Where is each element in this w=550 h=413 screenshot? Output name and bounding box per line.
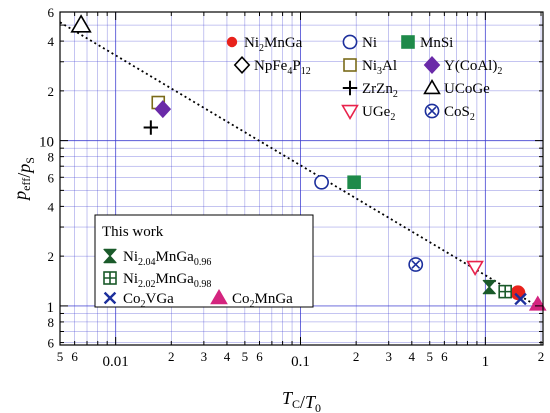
legend-label: Ni2MnGa xyxy=(244,35,303,54)
point-co2vga xyxy=(514,292,527,306)
x-major-tick-label: 0.1 xyxy=(291,354,310,370)
this-work-legend: This workNi2.04MnGa0.96Ni2.02MnGa0.98Co2… xyxy=(94,214,314,310)
legend-item-zrzn2: ZrZn2 xyxy=(342,80,398,100)
plot-frame xyxy=(59,11,544,346)
legend-label: NpFe4P12 xyxy=(254,58,311,77)
legend-item-y-coal-2: Y(CoAl)2 xyxy=(423,56,502,77)
legend-marker xyxy=(401,35,415,49)
legend-marker xyxy=(226,36,238,48)
legend-marker xyxy=(103,291,117,305)
x-minor-tick-label: 4 xyxy=(224,349,231,364)
x-axis-title: TC/T0 xyxy=(282,388,321,413)
point-ucoge xyxy=(70,14,92,33)
y-axis-title: peff/pS xyxy=(10,157,37,202)
x-minor-tick-label: 5 xyxy=(242,349,249,364)
legend-item-ni: Ni xyxy=(342,34,377,51)
point-mnsi xyxy=(347,175,361,190)
axis-titles: TC/T0 peff/pS xyxy=(10,157,321,413)
legend-label: ZrZn2 xyxy=(362,81,398,100)
y-minor-tick-label: 6 xyxy=(48,170,55,185)
legend-item-ni2mnga: Ni2MnGa xyxy=(226,35,303,54)
this-work-item-co2mnga: Co2MnGa xyxy=(210,288,293,310)
legend-label: UGe2 xyxy=(362,104,395,123)
y-minor-tick-label: 4 xyxy=(48,199,55,214)
x-minor-tick-label: 5 xyxy=(57,349,64,364)
point-cos2 xyxy=(408,257,424,272)
legend-marker xyxy=(103,248,117,264)
legend-marker xyxy=(342,34,358,50)
legend-marker xyxy=(210,288,228,305)
y-major-tick-label: 10 xyxy=(39,135,54,151)
x-minor-tick-label: 3 xyxy=(385,349,392,364)
x-minor-tick-label: 6 xyxy=(441,349,448,364)
legend-marker xyxy=(423,78,441,95)
data-points xyxy=(70,14,547,311)
point-zrzn2 xyxy=(143,120,159,135)
point-y-coal-2 xyxy=(154,100,172,119)
this-work-item-ni2-04mnga0-96: Ni2.04MnGa0.96 xyxy=(103,248,211,268)
legend-marker xyxy=(233,56,251,74)
y-minor-tick-label: 2 xyxy=(48,249,55,264)
y-major-tick-label: 1 xyxy=(47,300,55,316)
y-minor-tick-label: 6 xyxy=(48,5,55,20)
legend-item-npfe4p12: NpFe4P12 xyxy=(233,56,311,77)
legend-marker xyxy=(343,58,357,72)
legend-item-ni3al: Ni3Al xyxy=(343,58,397,77)
legend-label: Ni2.04MnGa0.96 xyxy=(123,249,211,268)
legend-label: Co2MnGa xyxy=(232,291,293,310)
y-minor-tick-label: 6 xyxy=(48,336,55,351)
legend-label: Ni2.02MnGa0.98 xyxy=(123,271,211,290)
this-work-title: This work xyxy=(102,224,164,240)
x-minor-tick-label: 2 xyxy=(538,349,545,364)
legend-label: MnSi xyxy=(420,35,453,51)
legend-label: CoS2 xyxy=(444,104,475,123)
legend-item-mnsi: MnSi xyxy=(401,35,453,51)
legend-marker xyxy=(103,271,117,285)
x-minor-tick-label: 6 xyxy=(71,349,78,364)
x-minor-tick-label: 4 xyxy=(409,349,416,364)
y-minor-tick-label: 2 xyxy=(48,84,55,99)
point-ni xyxy=(314,174,329,190)
point-co2mnga xyxy=(528,295,547,311)
this-work-item-ni2-02mnga0-98: Ni2.02MnGa0.98 xyxy=(103,271,211,290)
x-minor-tick-label: 2 xyxy=(353,349,360,364)
x-minor-tick-label: 3 xyxy=(201,349,208,364)
legend-item-ucoge: UCoGe xyxy=(423,78,490,97)
point-ni2-02mnga0-98 xyxy=(498,284,512,299)
legend-marker xyxy=(424,103,440,119)
point-uge2 xyxy=(466,260,484,277)
y-minor-tick-label: 8 xyxy=(48,150,55,165)
this-work-item-co2vga: Co2VGa xyxy=(103,291,174,310)
y-minor-tick-label: 8 xyxy=(48,315,55,330)
x-minor-tick-label: 6 xyxy=(256,349,263,364)
legend-label: Y(CoAl)2 xyxy=(444,58,502,77)
legend-label: Ni xyxy=(362,35,377,51)
x-minor-tick-label: 5 xyxy=(426,349,433,364)
legend-marker xyxy=(342,80,358,96)
legend-label: Ni3Al xyxy=(362,58,397,77)
legend-item-cos2: CoS2 xyxy=(424,103,475,123)
legend-item-uge2: UGe2 xyxy=(341,104,395,123)
legend-label: UCoGe xyxy=(444,81,490,97)
y-minor-tick-label: 4 xyxy=(48,34,55,49)
point-ni2-04mnga0-96 xyxy=(482,279,496,295)
legend-marker xyxy=(341,104,359,121)
x-minor-tick-label: 2 xyxy=(168,349,175,364)
legend-label: Co2VGa xyxy=(123,291,174,310)
x-major-tick-label: 1 xyxy=(482,354,490,370)
this-work-box xyxy=(94,214,314,308)
legend: Ni2MnGa NpFe4P12 Ni MnSi Ni3Al Y(CoAl)2 ZrZn2 U… xyxy=(226,34,502,123)
x-major-tick-label: 0.01 xyxy=(103,354,129,370)
legend-marker xyxy=(423,56,441,74)
